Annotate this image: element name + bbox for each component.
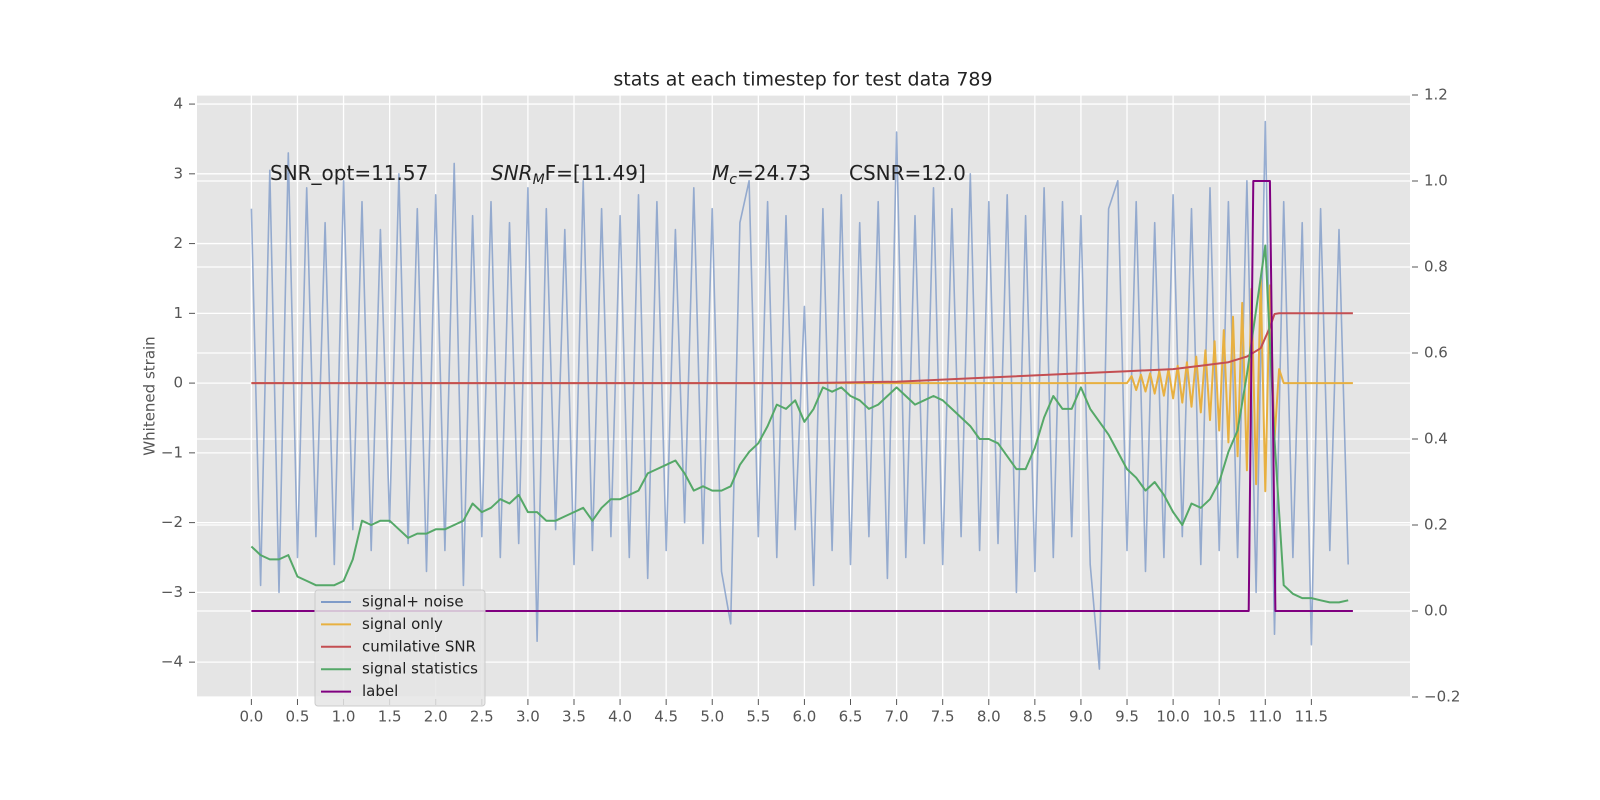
x-tick-label: 4.0 xyxy=(608,708,632,726)
x-tick-label: 11.5 xyxy=(1295,708,1328,726)
y2-tick-label: 1.0 xyxy=(1424,172,1448,190)
legend-label: signal+ noise xyxy=(362,593,464,611)
y2-tick-label: 1.2 xyxy=(1424,86,1448,104)
x-tick-label: 1.0 xyxy=(332,708,356,726)
annotation: SNR_opt=11.57 xyxy=(270,161,428,185)
x-tick-label: 3.5 xyxy=(562,708,586,726)
series-line xyxy=(250,244,1349,604)
chart-title: stats at each timestep for test data 789 xyxy=(613,69,992,91)
y-tick-label: 3 xyxy=(173,164,183,182)
annotation-tail: =24.73 xyxy=(737,161,811,185)
annotation-text: SNR_opt=11.57 xyxy=(270,161,428,185)
annotation-tail: F=[11.49] xyxy=(545,161,646,185)
annotation-text: CSNR=12.0 xyxy=(849,161,966,185)
y2-tick-label: 0.0 xyxy=(1424,602,1448,620)
y2-tick-label: −0.2 xyxy=(1424,688,1460,706)
x-tick-label: 4.5 xyxy=(654,708,678,726)
y-axis-label: Whitened strain xyxy=(141,336,159,455)
x-tick-label: 5.5 xyxy=(746,708,770,726)
x-tick-label: 2.0 xyxy=(424,708,448,726)
x-tick-label: 3.0 xyxy=(516,708,540,726)
x-tick-label: 10.5 xyxy=(1202,708,1235,726)
annotation-text: SNR xyxy=(491,161,533,185)
y-tick-label: 1 xyxy=(173,304,183,322)
x-tick-label: 9.5 xyxy=(1115,708,1139,726)
x-tick-label: 9.0 xyxy=(1069,708,1093,726)
annotation-sub: M xyxy=(533,172,545,188)
y-tick-label: 4 xyxy=(173,95,183,113)
x-tick-label: 5.0 xyxy=(700,708,724,726)
y-tick-label: 0 xyxy=(173,374,183,392)
x-tick-label: 7.5 xyxy=(931,708,955,726)
y2-tick-label: 0.8 xyxy=(1424,258,1448,276)
y2-tick-label: 0.4 xyxy=(1424,430,1448,448)
legend-label: cumilative SNR xyxy=(362,637,476,655)
annotation: Mc=24.73 xyxy=(712,161,811,189)
series-line xyxy=(251,180,1353,612)
x-tick-label: 2.5 xyxy=(470,708,494,726)
series-line xyxy=(251,312,1353,385)
annotation-sub: c xyxy=(729,172,737,188)
y2-tick-label: 0.2 xyxy=(1424,516,1448,534)
x-tick-label: 7.0 xyxy=(885,708,909,726)
x-tick-label: 10.0 xyxy=(1156,708,1189,726)
y2-tick-label: 0.6 xyxy=(1424,344,1448,362)
x-tick-label: 6.0 xyxy=(792,708,816,726)
x-tick-label: 0.0 xyxy=(239,708,263,726)
x-tick-label: 0.5 xyxy=(286,708,310,726)
annotation: CSNR=12.0 xyxy=(849,161,966,185)
y-tick-label: −3 xyxy=(161,583,183,601)
y-tick-label: 2 xyxy=(173,234,183,252)
legend-label: label xyxy=(362,682,398,700)
y-tick-label: −4 xyxy=(161,653,183,671)
x-tick-label: 1.5 xyxy=(378,708,402,726)
x-tick-label: 8.0 xyxy=(977,708,1001,726)
y-tick-label: −2 xyxy=(161,513,183,531)
legend-label: signal statistics xyxy=(362,660,478,678)
x-tick-label: 11.0 xyxy=(1249,708,1282,726)
annotation: SNRMF=[11.49] xyxy=(491,161,646,189)
x-tick-label: 8.5 xyxy=(1023,708,1047,726)
legend-label: signal only xyxy=(362,615,443,633)
x-tick-label: 6.5 xyxy=(839,708,863,726)
y-tick-label: −1 xyxy=(161,443,183,461)
legend-box xyxy=(314,589,486,707)
annotation-text: M xyxy=(712,161,729,185)
